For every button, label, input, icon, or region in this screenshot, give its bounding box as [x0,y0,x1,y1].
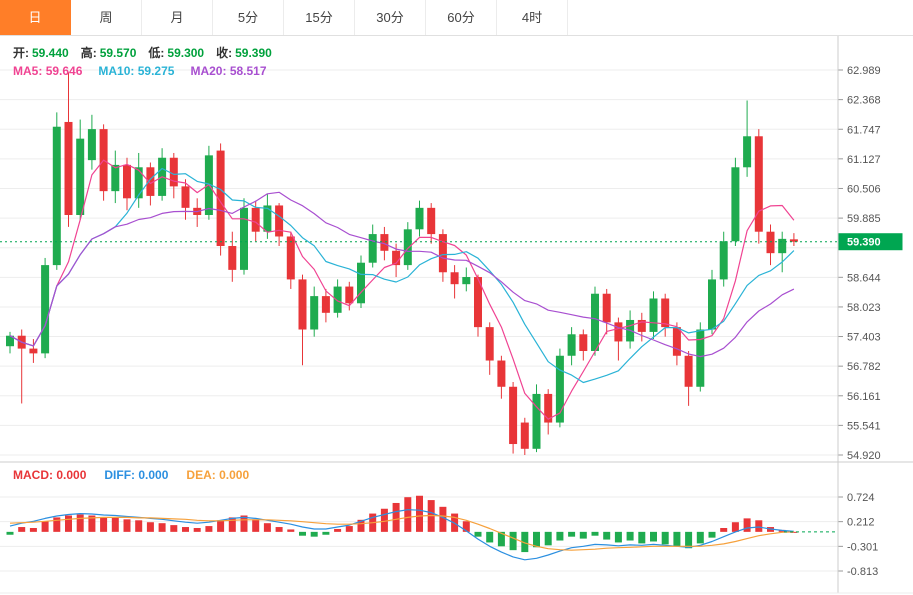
svg-text:57.403: 57.403 [847,332,881,344]
tab-15分[interactable]: 15分 [284,0,355,35]
diff-value: 0.000 [138,468,169,482]
low-value: 59.300 [167,46,205,60]
ma10-legend: MA10: 59.275 [98,64,174,78]
dea-label: DEA: [186,468,216,482]
ma20-label: MA20: [190,64,227,78]
svg-text:61.127: 61.127 [847,154,881,166]
svg-text:61.747: 61.747 [847,124,881,136]
ma5-value: 59.646 [45,64,83,78]
svg-text:0.212: 0.212 [847,517,875,529]
macd-value: 0.000 [56,468,87,482]
svg-text:62.989: 62.989 [847,65,881,77]
svg-text:55.541: 55.541 [847,420,881,432]
svg-text:58.023: 58.023 [847,302,881,314]
tab-30分[interactable]: 30分 [355,0,426,35]
svg-text:59.885: 59.885 [847,213,881,225]
svg-text:0.724: 0.724 [847,492,875,504]
tab-月[interactable]: 月 [142,0,213,35]
tab-周[interactable]: 周 [71,0,142,35]
svg-text:-0.813: -0.813 [847,566,878,578]
tab-4时[interactable]: 4时 [497,0,568,35]
dea-pair: DEA: 0.000 [186,468,249,482]
svg-text:56.782: 56.782 [847,361,881,373]
close-value: 59.390 [235,46,272,60]
ma10-value: 59.275 [137,64,175,78]
dea-value: 0.000 [219,468,250,482]
svg-text:54.920: 54.920 [847,450,881,462]
high-value: 59.570 [99,46,137,60]
svg-text:60.506: 60.506 [847,183,881,195]
svg-text:62.368: 62.368 [847,95,881,107]
svg-text:56.161: 56.161 [847,391,881,403]
svg-text:-0.301: -0.301 [847,541,878,553]
macd-label: MACD: [13,468,53,482]
ma20-value: 58.517 [229,64,267,78]
low-label: 低: [148,46,165,60]
close-label: 收: [216,46,233,60]
open-label: 开: [13,46,29,60]
ma5-legend: MA5: 59.646 [13,64,82,78]
tab-5分[interactable]: 5分 [213,0,284,35]
ma20-legend: MA20: 58.517 [190,64,266,78]
ma-legend: MA5: 59.646 MA10: 59.275 MA20: 58.517 [13,64,267,78]
diff-label: DIFF: [104,468,136,482]
svg-text:59.390: 59.390 [847,237,881,249]
macd-legend: MACD: 0.000 DIFF: 0.000 DEA: 0.000 [13,468,249,482]
macd-pair: MACD: 0.000 [13,468,86,482]
ma10-label: MA10: [98,64,135,78]
ohlc-legend: 开: 59.440 高: 59.570 低: 59.300 收: 59.390 [13,44,284,61]
open-value: 59.440 [32,46,69,60]
tab-日[interactable]: 日 [0,0,71,35]
diff-pair: DIFF: 0.000 [104,468,168,482]
svg-text:58.644: 58.644 [847,272,881,284]
tab-60分[interactable]: 60分 [426,0,497,35]
interval-tabbar: 日周月 5分 15分 30分 60分 4时 [0,0,913,36]
ma5-label: MA5: [13,64,43,78]
high-label: 高: [80,46,97,60]
